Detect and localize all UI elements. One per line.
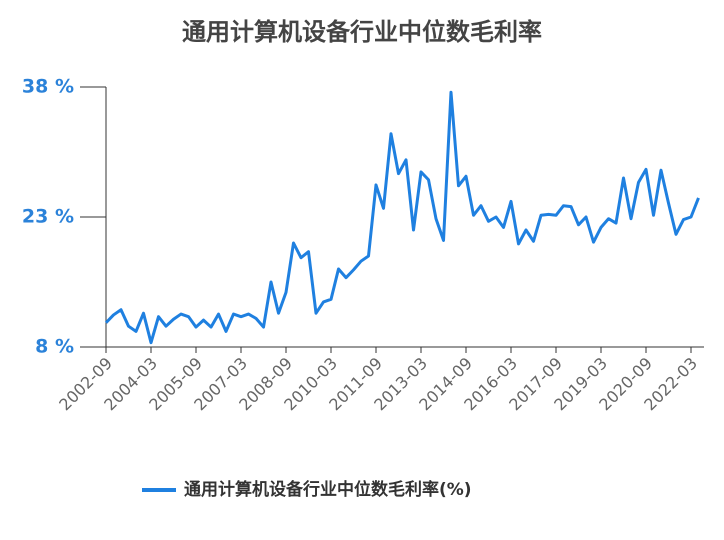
- y-tick-label: 23 %: [22, 206, 74, 228]
- chart-title: 通用计算机设备行业中位数毛利率: [182, 18, 542, 46]
- legend-label: 通用计算机设备行业中位数毛利率(%): [184, 479, 472, 500]
- line-series: [104, 90, 700, 345]
- y-tick-label: 38 %: [22, 76, 74, 98]
- y-tick-label: 8 %: [35, 336, 74, 358]
